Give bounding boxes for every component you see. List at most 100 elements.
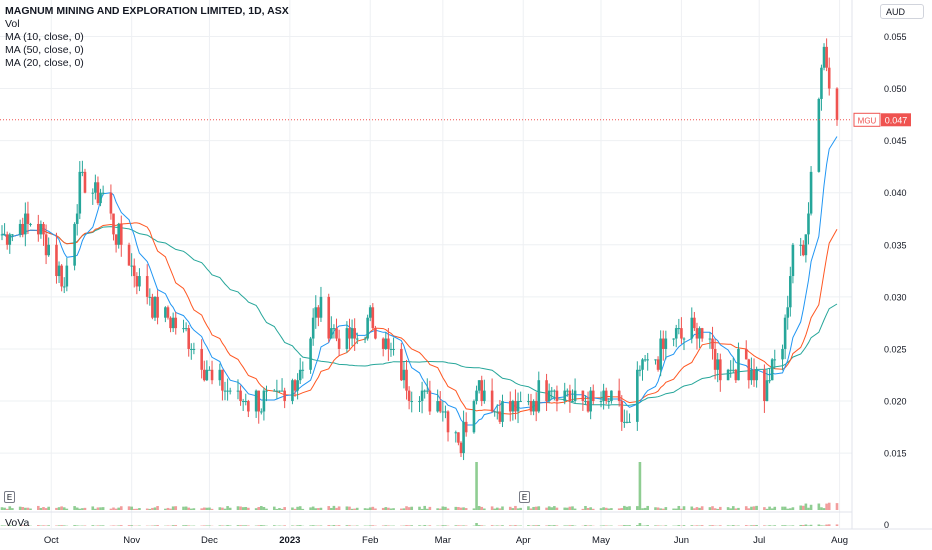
volume-bar: [174, 506, 178, 510]
candle-body: [483, 390, 486, 402]
candle-body: [73, 223, 76, 266]
volume-bar: [392, 508, 395, 510]
candle-body: [355, 338, 359, 340]
volume-bar: [330, 507, 333, 510]
vova-bar: [534, 525, 538, 526]
volume-bar: [400, 508, 403, 510]
candle-body: [47, 244, 50, 256]
vova-bar: [817, 524, 821, 526]
candle-body: [239, 390, 242, 402]
volume-bar: [820, 507, 823, 510]
volume-bar: [368, 507, 372, 510]
candle-body: [145, 276, 149, 297]
volume-bar: [825, 503, 828, 510]
candle-body: [350, 328, 354, 339]
earnings-event-badge[interactable]: E: [4, 491, 15, 503]
volume-bar: [317, 508, 320, 510]
vova-bar: [24, 525, 27, 526]
candle-body: [820, 67, 823, 99]
symbol-label-box: [853, 112, 881, 127]
candle-body: [265, 390, 268, 392]
vova-bar: [791, 525, 795, 526]
volume-bar: [610, 508, 613, 510]
candle-body: [700, 328, 704, 339]
candle-body: [747, 359, 751, 381]
volume-bar: [0, 507, 4, 510]
candle-body: [835, 88, 839, 120]
vova-bar: [820, 525, 823, 526]
volume-bar: [218, 507, 222, 510]
volume-bar: [418, 506, 421, 510]
price-tick-label: 0.020: [884, 397, 907, 407]
volume-bar: [138, 508, 141, 510]
volume-bar: [94, 508, 97, 510]
candle-body: [573, 390, 577, 402]
volume-bar: [695, 507, 699, 510]
candle-body: [75, 213, 79, 224]
volume-indicator-label[interactable]: Vol: [5, 18, 20, 30]
volume-bar: [591, 508, 595, 510]
time-tick-label: Feb: [362, 535, 378, 546]
ma10-indicator-label[interactable]: MA (10, close, 0): [5, 31, 84, 43]
candle-body: [695, 328, 699, 339]
volume-bar: [190, 508, 193, 510]
vova-bar: [695, 525, 699, 526]
vova-bar: [604, 525, 608, 526]
candle-body: [381, 338, 385, 349]
candle-body: [698, 328, 701, 339]
volume-bar: [464, 508, 468, 510]
vova-bar: [8, 525, 12, 526]
candle-body: [314, 307, 318, 318]
vova-bar: [91, 525, 95, 526]
candle-body: [236, 390, 240, 392]
volume-bar: [661, 508, 665, 510]
volume-bar: [371, 506, 375, 510]
earnings-event-badge[interactable]: E: [519, 491, 530, 503]
volume-bar: [436, 508, 439, 510]
vova-indicator-label[interactable]: VoVa: [5, 517, 30, 529]
candle-body: [464, 421, 468, 433]
volume-bar: [374, 508, 377, 510]
candle-body: [480, 380, 484, 402]
volume-bar: [363, 508, 367, 510]
candle-body: [402, 369, 406, 381]
vova-bar: [62, 525, 66, 526]
volume-bar: [26, 507, 30, 510]
volume-bar: [674, 508, 678, 510]
currency-button[interactable]: AUD: [880, 4, 924, 19]
candle-body: [208, 369, 211, 371]
volume-bar: [719, 506, 722, 510]
volume-bar: [301, 508, 305, 510]
ma50-indicator-label[interactable]: MA (50, close, 0): [5, 44, 84, 56]
candle-body: [744, 348, 748, 360]
time-axis[interactable]: Oct Nov Dec 2023 Feb Mar Apr May Jun Jul Aug: [44, 535, 848, 546]
ma20-indicator-label[interactable]: MA (20, close, 0): [5, 57, 84, 69]
candle-body: [672, 338, 675, 340]
candle-body: [680, 328, 683, 339]
volume-bar: [244, 506, 248, 510]
volume-bar: [586, 507, 590, 510]
vova-bar: [345, 525, 349, 526]
candle-body: [353, 328, 356, 339]
volume-bar: [62, 507, 66, 510]
volume-bar: [39, 507, 43, 510]
volume-bar: [228, 507, 232, 510]
candle-body: [60, 265, 63, 287]
candle-body: [280, 390, 284, 392]
volume-bar: [555, 507, 559, 510]
vova-bar: [410, 525, 414, 526]
price-tick-label: 0.050: [884, 84, 907, 94]
volume-bar: [711, 506, 714, 510]
candle-body: [223, 390, 227, 392]
price-axis[interactable]: 0.015 0.020 0.025 0.030 0.035 0.040 0.045 0.050…: [884, 32, 907, 530]
candle-body: [547, 390, 551, 402]
volume-bar: [457, 507, 460, 510]
candle-body: [18, 223, 22, 235]
candle-body: [8, 234, 12, 245]
vova-bar: [174, 525, 178, 526]
vova-bar: [26, 525, 30, 526]
candle-body: [278, 390, 281, 392]
vova-bar: [690, 525, 694, 526]
volume-bar: [835, 503, 839, 510]
